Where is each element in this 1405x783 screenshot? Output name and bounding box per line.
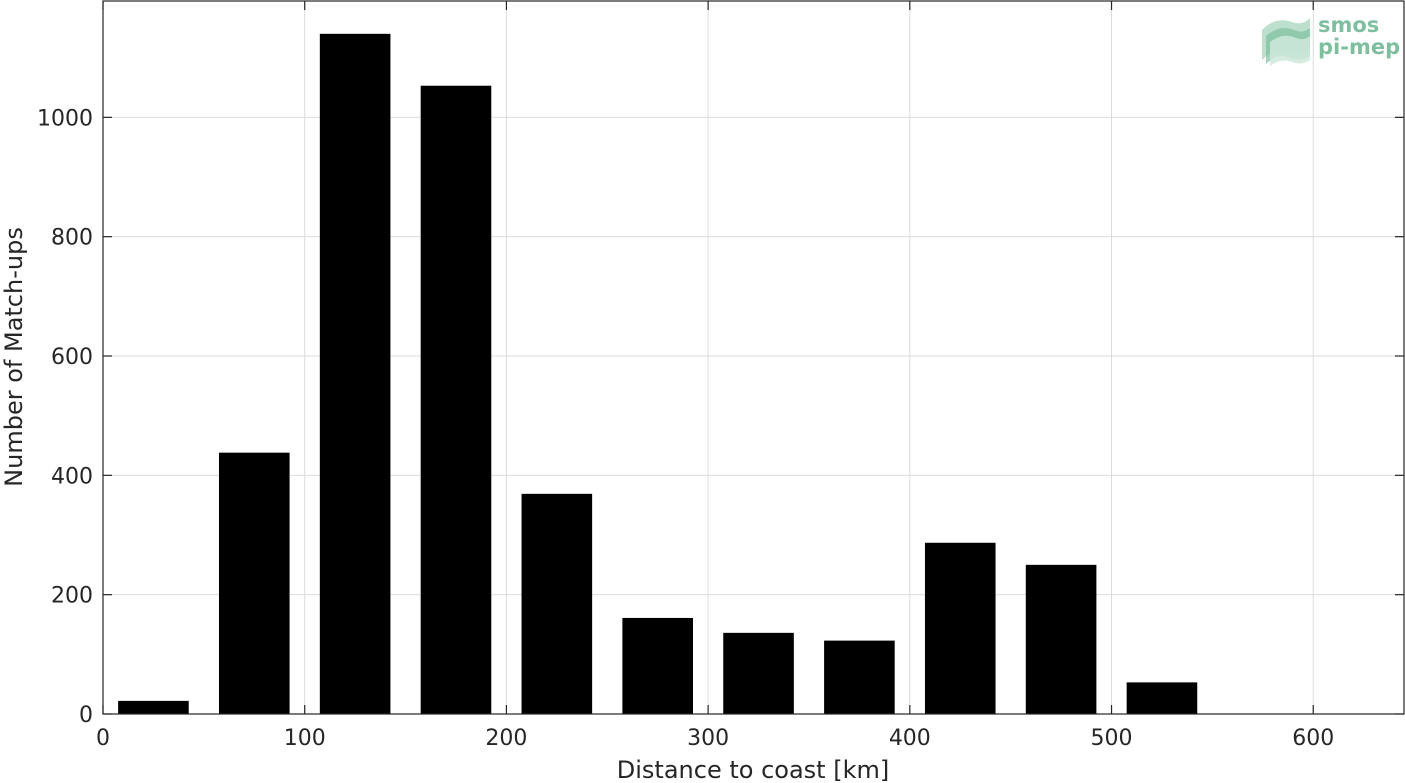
plot-frame <box>102 0 1405 715</box>
bar <box>924 542 996 714</box>
tick-labels: 0 100 200 300 400 500 600 0 200 400 600 800 1000 <box>37 106 1334 751</box>
x-axis-title: Distance to coast [km] <box>617 756 889 783</box>
bar <box>1126 682 1198 714</box>
bar <box>218 452 290 714</box>
bar <box>118 700 189 714</box>
bar <box>319 33 391 714</box>
wave-layers-icon <box>1262 18 1310 66</box>
grid-lines <box>103 1 1404 714</box>
x-tick-label: 600 <box>1292 726 1334 751</box>
bar <box>824 640 895 714</box>
bar <box>420 85 492 715</box>
smos-pi-mep-logo: smos pi-mep <box>1262 13 1400 66</box>
bar <box>622 617 693 714</box>
y-tick-label: 200 <box>51 584 93 609</box>
y-tick-label: 600 <box>51 345 93 370</box>
y-tick-label: 1000 <box>37 106 93 131</box>
x-tick-label: 300 <box>687 726 729 751</box>
axis-ticks <box>102 1 1404 715</box>
logo-text-pi-mep: pi-mep <box>1318 35 1400 59</box>
y-tick-label: 0 <box>79 703 93 728</box>
y-axis-title: Number of Match-ups <box>0 227 28 487</box>
bar <box>723 632 794 714</box>
bar <box>521 493 593 714</box>
x-tick-label: 400 <box>889 726 931 751</box>
x-tick-label: 200 <box>485 726 527 751</box>
logo-text-smos: smos <box>1318 13 1379 37</box>
x-tick-label: 0 <box>96 726 110 751</box>
x-tick-label: 500 <box>1091 726 1133 751</box>
x-tick-label: 100 <box>284 726 326 751</box>
bar <box>1025 564 1097 714</box>
y-tick-label: 800 <box>51 226 93 251</box>
bars <box>118 33 1198 715</box>
y-tick-label: 400 <box>51 464 93 489</box>
